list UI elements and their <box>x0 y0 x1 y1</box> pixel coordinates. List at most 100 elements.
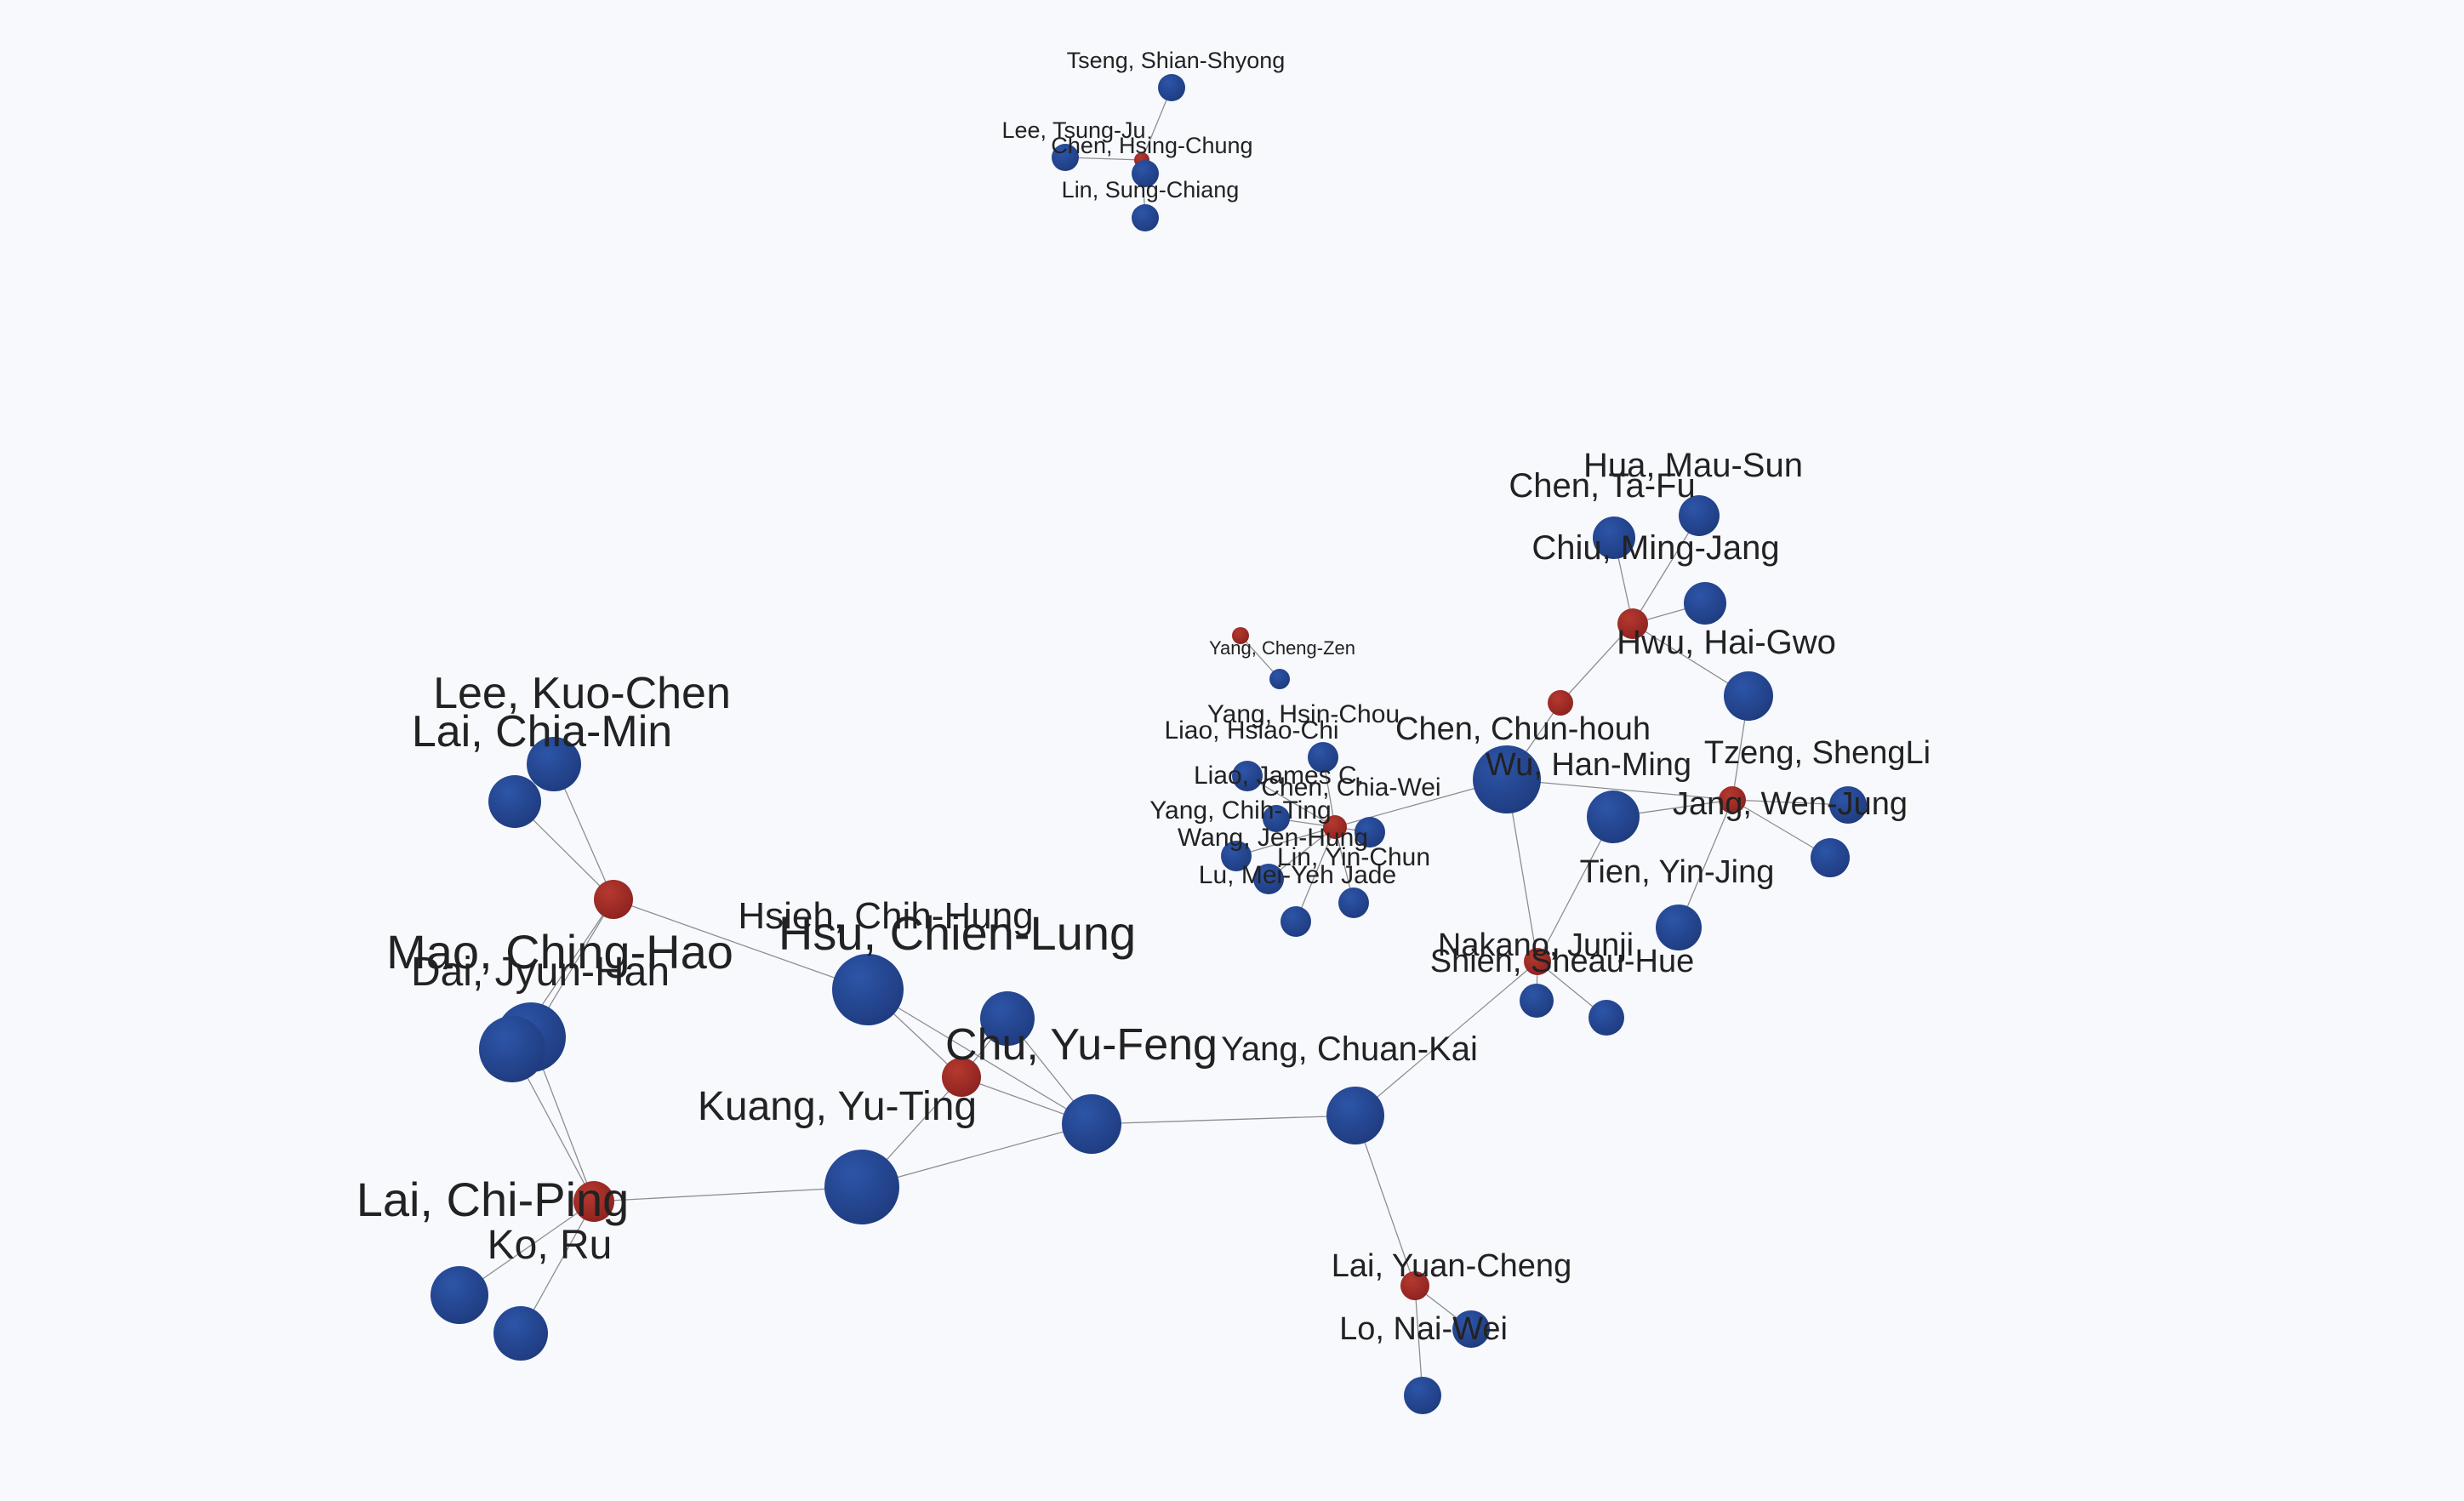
person-node-tseng-shian-shyong[interactable] <box>1158 74 1185 101</box>
person-node-shieh-sheau-hue[interactable] <box>1588 1000 1624 1036</box>
edge-w10-to-kuang-yu-ting <box>593 1186 863 1202</box>
person-node-yang-chih-ting[interactable] <box>1221 841 1252 871</box>
person-node-yang-cheng-zen[interactable] <box>1269 669 1290 689</box>
node-label-yang-chih-ting: Yang, Chih-Ting <box>1149 796 1331 825</box>
person-node-lu-mei-yeh-jade[interactable] <box>1280 906 1311 937</box>
edge-w8-to-hsu-chien-lung <box>613 899 869 990</box>
link-node[interactable] <box>1719 786 1746 813</box>
person-node-chen-chia-wei[interactable] <box>1355 817 1385 848</box>
link-node[interactable] <box>1400 1271 1429 1300</box>
person-node-lee-kuo-chen[interactable] <box>527 737 581 791</box>
edge-w6-to-tien-yin-jing <box>1678 799 1733 928</box>
person-node-jang-wen-jung[interactable] <box>1811 838 1850 877</box>
node-layer <box>431 74 1867 1414</box>
node-label-wang-jen-hung: Wang, Jen-Hung <box>1178 824 1368 852</box>
person-node-lee-tsung-ju[interactable] <box>1052 144 1079 171</box>
person-node-hua-mau-sun[interactable] <box>1679 495 1720 536</box>
link-node[interactable] <box>1524 948 1551 975</box>
edge-w5-to-liao-hsiao-chi <box>1246 775 1336 828</box>
node-label-chen-hsing-chung: Chen, Hsing-Chung <box>1051 133 1252 158</box>
person-node-wu-han-ming[interactable] <box>1587 790 1640 843</box>
link-node[interactable] <box>942 1058 981 1097</box>
node-label-lo-nai-wei: Lo, Nai-Wei <box>1339 1311 1508 1347</box>
edge-w5-to-lu-mei-yeh-jade <box>1295 826 1336 922</box>
node-label-nakano-junji: Nakano, Junji <box>1438 927 1634 963</box>
person-node-liao-hsiao-chi[interactable] <box>1232 761 1263 791</box>
person-node-lai-chi-ping[interactable] <box>431 1266 488 1324</box>
edge-w6-to-tzeng-shengli <box>1731 799 1849 806</box>
edge-chu-yu-feng-to-kuang-yu-ting <box>861 1123 1092 1188</box>
edge-w5-to-yang-chih-ting <box>1235 826 1336 857</box>
node-label-lu-mei-yeh-jade: Lu, Mei-Yeh Jade <box>1199 861 1396 889</box>
person-node-chu-yu-feng[interactable] <box>1062 1094 1121 1154</box>
node-label-yang-cheng-zen: Yang, Cheng-Zen <box>1209 637 1355 659</box>
node-label-ko-ru: Ko, Ru <box>488 1223 613 1268</box>
node-label-chu-yu-feng: Chu, Yu-Feng <box>945 1020 1218 1070</box>
person-node-tien-yin-jing[interactable] <box>1656 905 1702 950</box>
node-label-kuang-yu-ting: Kuang, Yu-Ting <box>698 1084 977 1129</box>
edge-w2-to-hua-mau-sun <box>1632 515 1700 625</box>
link-node[interactable] <box>1323 815 1347 839</box>
person-node-hsu-chien-lung[interactable] <box>832 954 904 1025</box>
node-label-chen-chun-houh: Chen, Chun-houh <box>1395 711 1651 747</box>
edge-hsu-chien-lung-to-chu-yu-feng <box>867 989 1092 1125</box>
person-node-yang-hsin-chou[interactable] <box>1308 742 1338 773</box>
node-label-lin-yin-chun: Lin, Yin-Chun <box>1277 843 1430 871</box>
person-node-liao-james-c[interactable] <box>1263 805 1290 832</box>
node-label-lai-chia-min: Lai, Chia-Min <box>412 707 672 756</box>
node-label-chen-chia-wei: Chen, Chia-Wei <box>1261 773 1440 802</box>
node-label-lai-yuan-cheng: Lai, Yuan-Cheng <box>1332 1248 1571 1284</box>
person-node-chen-hsing-chung[interactable] <box>1132 160 1159 187</box>
node-label-mao-ching-hao: Mao, Ching-Hao <box>386 925 733 979</box>
edge-w2-to-w3 <box>1560 623 1634 704</box>
person-node-nakano-junji[interactable] <box>1520 984 1554 1018</box>
person-node-tzeng-shengli[interactable] <box>1829 786 1867 824</box>
link-node[interactable] <box>1548 690 1573 716</box>
person-node-yang-chuan-kai[interactable] <box>1326 1087 1384 1144</box>
node-label-liao-hsiao-chi: Liao, Hsiao-Chi <box>1164 716 1338 745</box>
person-node-chiu-ming-jang[interactable] <box>1684 582 1726 625</box>
node-label-tseng-shian-shyong: Tseng, Shian-Shyong <box>1067 48 1286 73</box>
node-label-hsieh-chih-hung: Hsieh, Chih-Hung <box>738 895 1033 937</box>
node-label-jang-wen-jung: Jang, Wen-Jung <box>1673 786 1908 822</box>
node-label-liao-james-c: Liao, James C. <box>1194 762 1364 790</box>
person-node-chen-chun-houh[interactable] <box>1473 745 1541 813</box>
edge-w6-to-chen-chun-houh <box>1506 779 1733 801</box>
node-label-tien-yin-jing: Tien, Yin-Jing <box>1580 854 1775 890</box>
person-node-lai-chia-min[interactable] <box>488 775 541 828</box>
edge-w11-to-yang-chuan-kai <box>1355 1115 1416 1287</box>
edge-w7-to-yang-chuan-kai <box>1355 961 1538 1116</box>
person-node-chen-ta-fu[interactable] <box>1593 517 1635 559</box>
link-node[interactable] <box>594 880 633 919</box>
node-label-yang-hsin-chou: Yang, Hsin-Chou <box>1207 700 1400 728</box>
node-label-hwu-hai-gwo: Hwu, Hai-Gwo <box>1617 624 1836 661</box>
link-node[interactable] <box>573 1181 614 1222</box>
node-label-lin-sung-chiang: Lin, Sung-Chiang <box>1062 177 1240 203</box>
person-node-dai-jyun-han[interactable] <box>479 1016 545 1082</box>
person-node-wang-jen-hung[interactable] <box>1253 864 1284 894</box>
edge-chu-yu-feng-to-yang-chuan-kai <box>1091 1115 1356 1125</box>
link-node[interactable] <box>1232 627 1249 644</box>
link-node[interactable] <box>1617 608 1648 639</box>
node-label-hua-mau-sun: Hua, Mau-Sun <box>1583 447 1803 484</box>
node-label-chiu-ming-jang: Chiu, Ming-Jang <box>1531 529 1779 567</box>
node-label-yang-chuan-kai: Yang, Chuan-Kai <box>1221 1030 1478 1068</box>
person-node-lo-nai-wei[interactable] <box>1404 1377 1441 1414</box>
node-label-dai-jyun-han: Dai, Jyun-Han <box>411 950 670 995</box>
person-node-lai-yuan-cheng[interactable] <box>1452 1310 1490 1348</box>
person-node-hsieh-chih-hung[interactable] <box>980 991 1035 1046</box>
person-node-ko-ru[interactable] <box>493 1306 548 1361</box>
node-label-wu-han-ming: Wu, Han-Ming <box>1486 747 1691 783</box>
person-node-lin-sung-chiang[interactable] <box>1132 204 1159 231</box>
node-label-lai-chi-ping: Lai, Chi-Ping <box>356 1173 630 1226</box>
node-label-tzeng-shengli: Tzeng, ShengLi <box>1704 735 1931 771</box>
node-label-chen-ta-fu: Chen, Ta-Fu <box>1509 467 1695 505</box>
person-node-hwu-hai-gwo[interactable] <box>1724 671 1773 721</box>
node-label-shieh-sheau-hue: Shieh, Sheau-Hue <box>1430 944 1695 979</box>
person-node-lin-yin-chun[interactable] <box>1338 887 1369 918</box>
node-label-lee-tsung-ju: Lee, Tsung-Ju <box>1001 117 1145 143</box>
person-node-kuang-yu-ting[interactable] <box>824 1150 899 1224</box>
edge-w7-to-wu-han-ming <box>1537 816 1614 962</box>
